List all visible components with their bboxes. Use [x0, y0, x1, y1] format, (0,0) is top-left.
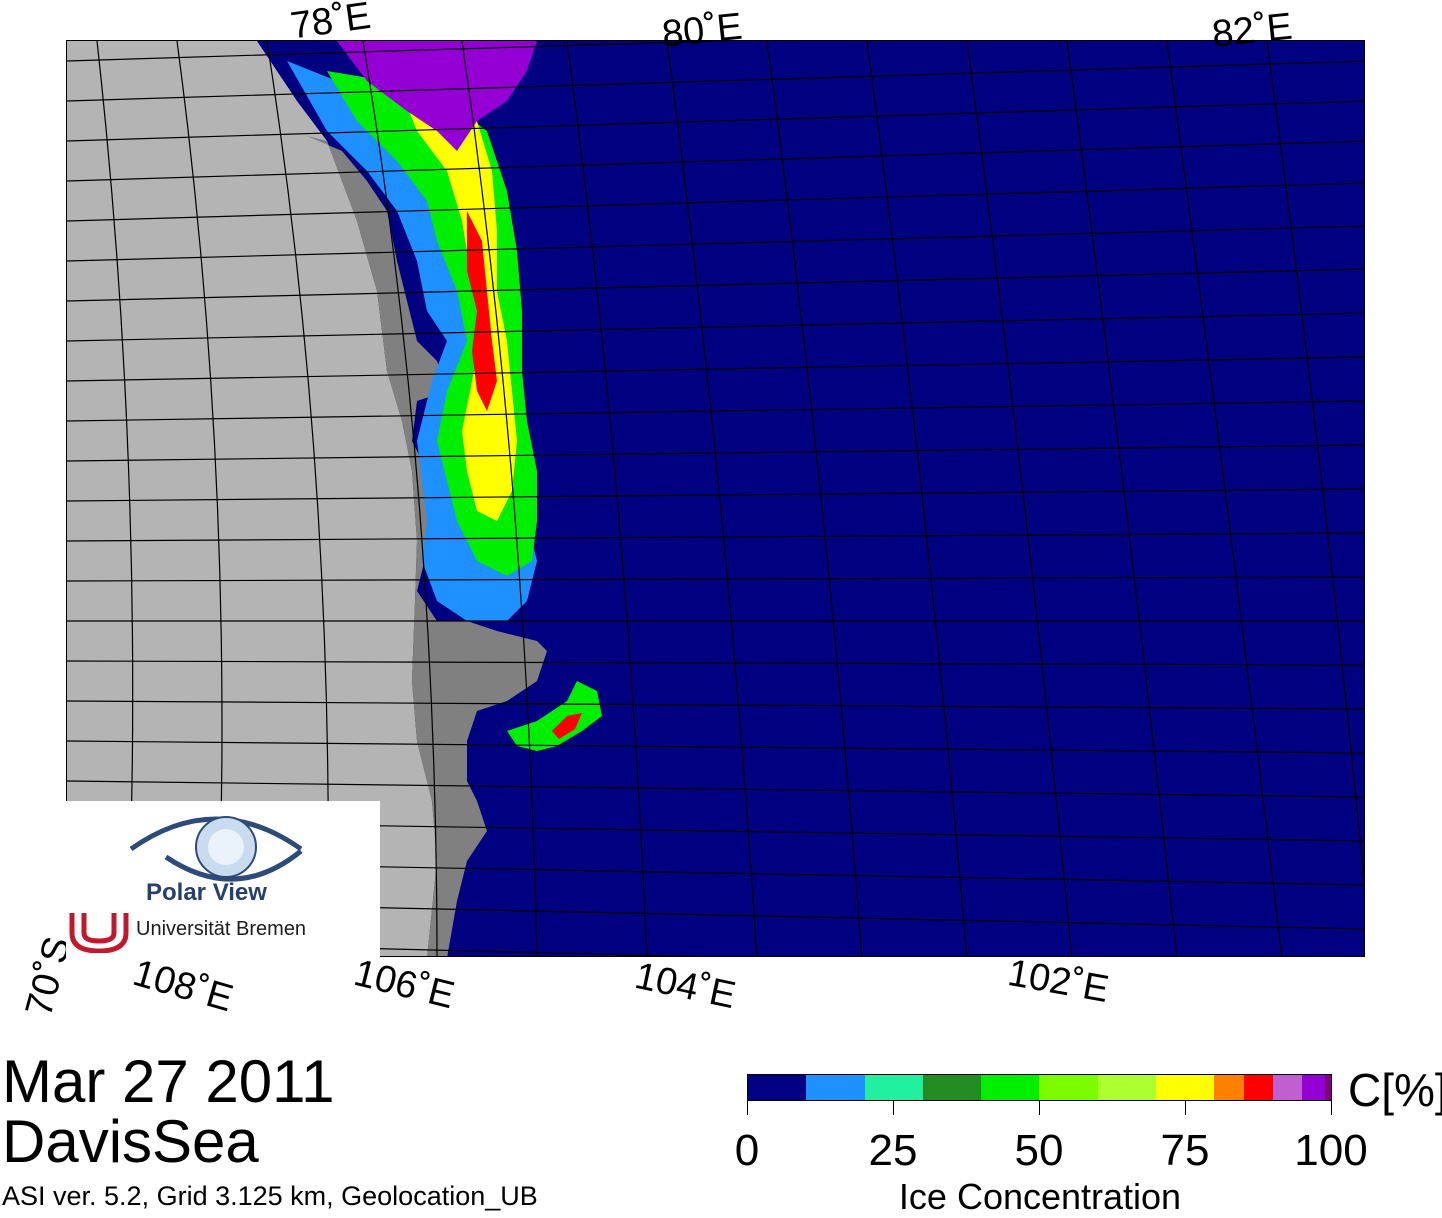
colorbar-tick-label: 25	[868, 1126, 918, 1175]
lon-label-102e: 102˚E	[1004, 952, 1112, 1011]
colorbar-tick-label: 100	[1294, 1126, 1368, 1175]
land-area	[67, 41, 437, 956]
sea-ice-floe-core	[552, 713, 582, 739]
colorbar-segment	[1039, 1075, 1098, 1100]
colorbar-tick-label: 0	[734, 1126, 760, 1175]
lon-label-80e: 80˚E	[660, 5, 745, 56]
region-label: DavisSea	[2, 1108, 259, 1175]
sea-ice-red	[467, 211, 497, 411]
lon-label-106e: 106˚E	[349, 952, 459, 1018]
algorithm-info: ASI ver. 5.2, Grid 3.125 km, Geolocation…	[2, 1181, 538, 1211]
colorbar-segment	[1325, 1075, 1331, 1100]
colorbar-unit: C[%]	[1348, 1064, 1442, 1116]
date-label: Mar 27 2011	[2, 1048, 335, 1115]
colorbar-segment	[1097, 1075, 1157, 1100]
colorbar	[747, 1074, 1332, 1101]
university-mark-icon	[69, 913, 129, 953]
colorbar-segment	[922, 1075, 982, 1100]
colorbar-tick-label: 75	[1160, 1126, 1210, 1175]
colorbar-segment	[1272, 1075, 1302, 1100]
lon-label-82e: 82˚E	[1210, 5, 1295, 56]
colorbar-tick	[1331, 1101, 1332, 1115]
colorbar-segment	[806, 1075, 865, 1100]
colorbar-tick	[1039, 1101, 1040, 1115]
colorbar-segment	[1214, 1075, 1244, 1100]
colorbar-segment	[864, 1075, 923, 1100]
eye-globe-icon	[129, 816, 303, 882]
colorbar-tick	[893, 1101, 894, 1115]
polar-view-logo: Polar View Universität Bremen	[66, 801, 380, 957]
sea-ice-purple	[337, 41, 537, 151]
colorbar-segment	[748, 1075, 807, 1100]
lon-label-104e: 104˚E	[631, 955, 740, 1018]
colorbar-title: Ice Concentration	[898, 1176, 1182, 1217]
colorbar-segment	[1156, 1075, 1215, 1100]
colorbar-tick	[1185, 1101, 1186, 1115]
lon-label-108e: 108˚E	[128, 952, 238, 1021]
colorbar-segment	[1243, 1075, 1273, 1100]
colorbar-tick-label: 50	[1014, 1126, 1064, 1175]
sea-ice-floe	[507, 681, 602, 751]
colorbar-segment	[981, 1075, 1040, 1100]
logo-title: Polar View	[146, 879, 267, 906]
colorbar-segment	[1301, 1075, 1326, 1100]
logo-university: Universität Bremen	[136, 918, 307, 940]
colorbar-tick	[747, 1101, 748, 1115]
